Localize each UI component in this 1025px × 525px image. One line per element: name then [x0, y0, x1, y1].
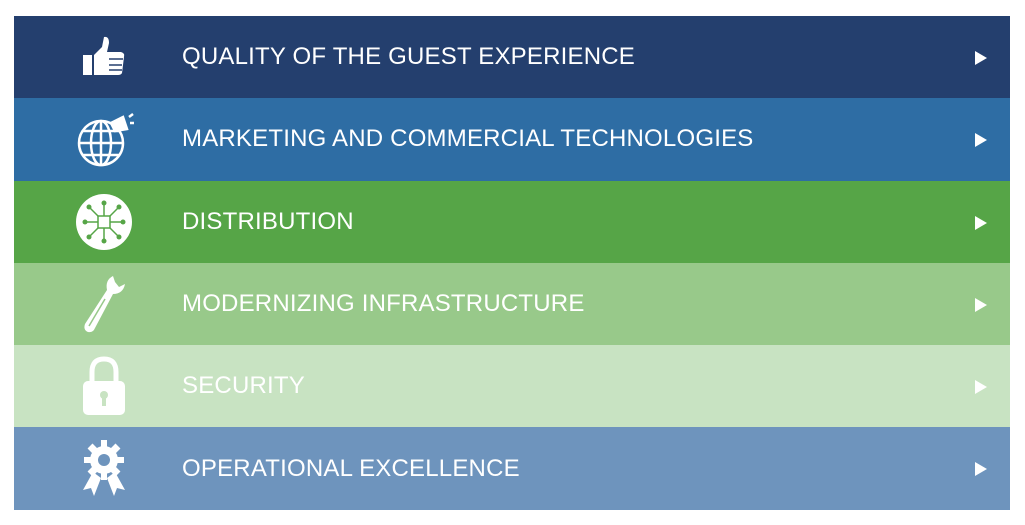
accordion-row[interactable]: OPERATIONAL EXCELLENCE [14, 427, 1010, 510]
accordion-row[interactable]: SECURITY [14, 345, 1010, 428]
row-label: DISTRIBUTION [182, 207, 354, 235]
accordion-row[interactable]: MODERNIZING INFRASTRUCTURE [14, 262, 1010, 346]
expand-arrow[interactable] [974, 215, 988, 231]
row-label: OPERATIONAL EXCELLENCE [182, 454, 520, 482]
globe-icon [77, 113, 134, 167]
award-icon [83, 440, 125, 497]
row-label: MODERNIZING INFRASTRUCTURE [182, 290, 585, 318]
row-label: QUALITY OF THE GUEST EXPERIENCE [182, 43, 635, 71]
thumbs-up-icon [83, 36, 125, 75]
accordion-row[interactable]: MARKETING AND COMMERCIAL TECHNOLOGIES [14, 98, 1010, 181]
expand-arrow[interactable] [974, 50, 988, 66]
distribution-icon [76, 193, 132, 250]
expand-arrow[interactable] [974, 379, 988, 395]
expand-arrow[interactable] [974, 297, 988, 313]
row-label: MARKETING AND COMMERCIAL TECHNOLOGIES [182, 125, 754, 153]
accordion-row[interactable]: DISTRIBUTION [14, 180, 1010, 263]
wrench-icon [84, 275, 125, 333]
expand-arrow[interactable] [974, 461, 988, 477]
row-label: SECURITY [182, 372, 305, 400]
expand-arrow[interactable] [974, 132, 988, 148]
accordion-row[interactable]: QUALITY OF THE GUEST EXPERIENCE [14, 16, 1010, 99]
lock-icon [83, 356, 125, 416]
accordion-list: QUALITY OF THE GUEST EXPERIENCE MARKETIN… [14, 16, 1010, 510]
